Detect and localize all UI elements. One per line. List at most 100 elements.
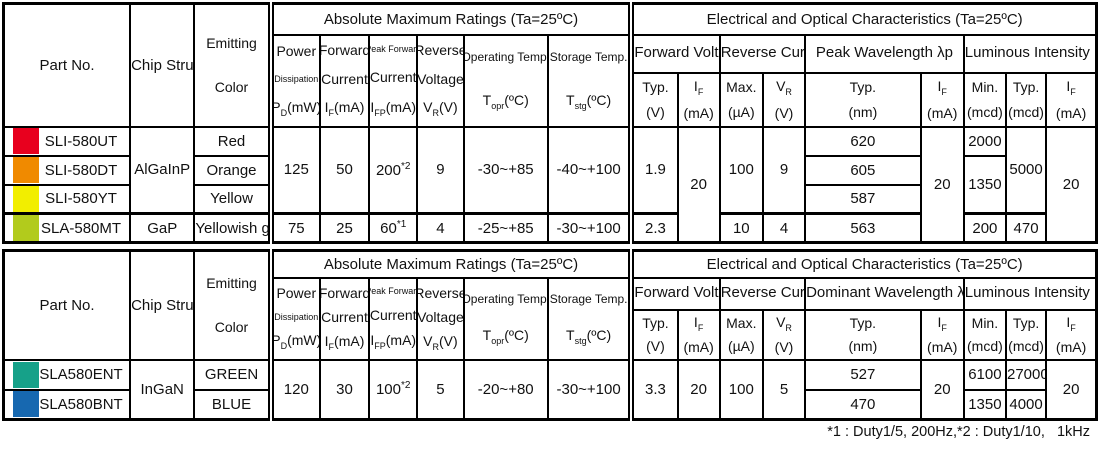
cell-part-no: SLI-580DT [2, 154, 132, 186]
col-header-iv-min: Min. (mcd) [962, 71, 1007, 128]
col-header-chip-structure: Chip Structure [129, 2, 196, 128]
cell-emitting-color: Orange [193, 154, 272, 186]
cell-vf-typ: 1.9 [628, 125, 679, 215]
cell-if: 30 [318, 358, 371, 421]
cell-wl-if: 20 [919, 358, 965, 421]
duty-cycle-footnote: *1 : Duty1/5, 200Hz,*2 : Duty1/10, 1kHz [827, 424, 1090, 440]
cell-vr: 5 [416, 358, 465, 421]
cell-part-no: SLI-580YT [2, 183, 132, 215]
group-header-forward-voltage: Forward Voltage VF [628, 33, 721, 74]
col-header-storage-temp: Storage Temp. Tstg(ºC) [546, 33, 633, 128]
col-header-reverse-voltage: ReverseVoltage VR(V) [416, 276, 465, 361]
cell-tstg: -30~+100 [546, 358, 633, 421]
cell-wavelength: 563 [804, 212, 922, 244]
cell-emitting-color: Yellowish green [193, 212, 272, 244]
cell-wavelength: 527 [804, 358, 922, 391]
cell-ifp: 60*1 [368, 212, 419, 244]
cell-wavelength: 470 [804, 388, 922, 421]
col-header-emitting-color: Emitting Color [193, 2, 272, 128]
led-color-swatch-green [13, 361, 39, 388]
color-label: Color [214, 79, 249, 96]
cell-topr: -20~+80 [462, 358, 549, 421]
cell-wl-if: 20 [919, 125, 965, 244]
section-header-absolute-max-ratings: Absolute Maximum Ratings (Ta=25ºC) [267, 249, 633, 279]
cell-if: 25 [318, 212, 371, 244]
cell-vf-typ: 2.3 [628, 212, 679, 244]
led-color-swatch-yellow [13, 186, 39, 212]
cell-tstg: -30~+100 [546, 212, 633, 244]
cell-part-no: SLA-580MT [2, 212, 132, 244]
col-header-power-dissipation: Power Dissipation PD(mW) [267, 276, 321, 361]
cell-wavelength: 605 [804, 154, 922, 186]
col-header-vf-if: IF (mA) [676, 308, 721, 361]
cell-wavelength: 620 [804, 125, 922, 157]
cell-iv-if: 20 [1045, 125, 1098, 244]
cell-ir-max: 10 [718, 212, 764, 244]
cell-part-no: SLA580BNT [2, 388, 132, 421]
col-header-storage-temp: Storage Temp. Tstg(ºC) [546, 276, 633, 361]
col-header-iv-min: Min. (mcd) [962, 308, 1007, 361]
cell-pd: 75 [267, 212, 321, 244]
cell-iv-typ: 4000 [1004, 388, 1048, 421]
col-header-wl-typ: Typ. (nm) [804, 71, 922, 128]
cell-ifp: 100*2 [368, 358, 419, 421]
part-no-label: Part No. [39, 56, 95, 74]
col-header-vf-typ: Typ. (V) [628, 308, 679, 361]
cell-pd: 120 [267, 358, 321, 421]
col-header-forward-current: Forward Current IF(mA) [318, 276, 371, 361]
col-header-wl-if: IF (mA) [919, 308, 965, 361]
cell-iv-if: 20 [1045, 358, 1098, 421]
cell-iv-min: 200 [962, 212, 1007, 244]
col-header-vf-typ: Typ. (V) [628, 71, 679, 128]
group-header-peak-wavelength: Peak Wavelength λp [804, 33, 965, 74]
emitting-label: Emitting [206, 35, 257, 52]
cell-iv-typ: 470 [1004, 212, 1048, 244]
cell-ir-vr: 5 [761, 358, 807, 421]
col-header-wl-typ: Typ. (nm) [804, 308, 922, 361]
cell-vf-if: 20 [676, 125, 721, 244]
group-header-forward-voltage: Forward Voltage VF [628, 276, 721, 311]
cell-vf-typ: 3.3 [628, 358, 679, 421]
col-header-emitting-color: Emitting Color [193, 249, 272, 361]
led-color-swatch-red [13, 128, 39, 154]
col-header-ir-max: Max. (µA) [718, 308, 764, 361]
col-header-power-dissipation: Power Dissipation PD(mW) [267, 33, 321, 128]
chip-structure-label: Chip Structure [131, 56, 194, 74]
cell-emitting-color: Yellow [193, 183, 272, 215]
cell-chip-structure: GaP [129, 212, 196, 244]
col-header-chip-structure: Chip Structure [129, 249, 196, 361]
led-color-swatch-orange [13, 157, 39, 183]
cell-iv-min: 1350 [962, 388, 1007, 421]
col-header-operating-temp: Operating Temp. Topr(ºC) [462, 33, 549, 128]
led-color-swatch-yellowish-green [13, 216, 39, 241]
cell-iv-min: 1350 [962, 154, 1007, 215]
cell-vf-if: 20 [676, 358, 721, 421]
section-header-electrical-optical: Electrical and Optical Characteristics (… [628, 249, 1098, 279]
cell-vr: 9 [416, 125, 465, 215]
cell-ir-max: 100 [718, 125, 764, 215]
col-header-ir-vr: VR (V) [761, 71, 807, 128]
cell-ir-max: 100 [718, 358, 764, 421]
cell-if: 50 [318, 125, 371, 215]
datasheet-table-algainp: Part No. Chip Structure Emitting Color Ab… [2, 2, 1098, 244]
col-header-iv-typ: Typ. (mcd) [1004, 308, 1048, 361]
col-header-iv-if: IF (mA) [1045, 71, 1098, 128]
col-header-operating-temp: Operating Temp. Topr(ºC) [462, 276, 549, 361]
group-header-luminous-intensity: Luminous Intensity IV [962, 276, 1098, 311]
cell-iv-min: 6100 [962, 358, 1007, 391]
group-header-reverse-current: Reverse Current IR [718, 276, 807, 311]
cell-chip-structure: InGaN [129, 358, 196, 421]
col-header-ir-max: Max. (µA) [718, 71, 764, 128]
col-header-vf-if: IF (mA) [676, 71, 721, 128]
col-header-part-no: Part No. [2, 2, 132, 128]
cell-emitting-color: BLUE [193, 388, 272, 421]
cell-ir-vr: 4 [761, 212, 807, 244]
cell-part-no: SLA580ENT [2, 358, 132, 391]
group-header-luminous-intensity: Luminous Intensity IV [962, 33, 1098, 74]
cell-emitting-color: Red [193, 125, 272, 157]
group-header-reverse-current: Reverse Current IR [718, 33, 807, 74]
led-color-swatch-blue [13, 391, 39, 418]
cell-chip-structure: AlGaInP [129, 125, 196, 215]
